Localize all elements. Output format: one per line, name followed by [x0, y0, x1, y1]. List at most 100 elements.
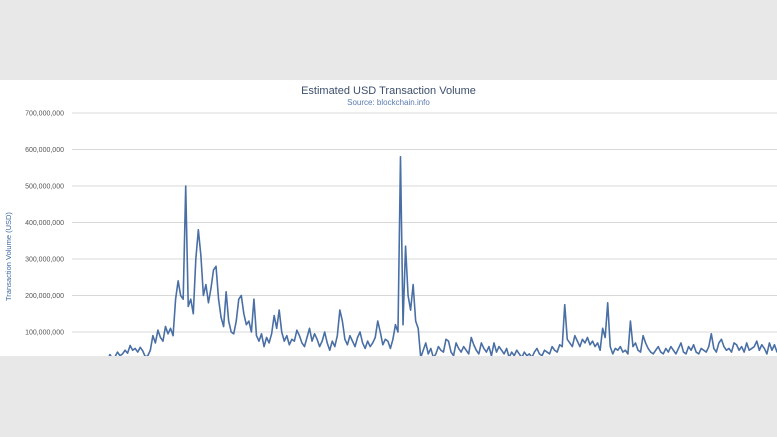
- data-point: [316, 338, 318, 340]
- data-point: [463, 346, 465, 348]
- data-point: [139, 346, 141, 348]
- data-point: [258, 340, 260, 342]
- data-point: [665, 347, 667, 350]
- data-point: [619, 346, 621, 348]
- data-point: [207, 302, 210, 304]
- data-point: [210, 287, 212, 289]
- data-point: [452, 355, 455, 356]
- data-point: [642, 335, 644, 337]
- data-point: [511, 351, 513, 353]
- data-point: [546, 351, 548, 353]
- data-point: [149, 349, 151, 351]
- data-point: [733, 342, 735, 344]
- data-point: [162, 340, 164, 342]
- data-point: [741, 346, 743, 348]
- data-point: [617, 349, 619, 351]
- data-point: [321, 340, 323, 342]
- data-point: [703, 349, 705, 351]
- data-point: [263, 346, 265, 348]
- data-point: [238, 298, 240, 300]
- data-point: [584, 342, 586, 344]
- data-point: [200, 254, 202, 256]
- data-point: [372, 342, 374, 344]
- data-point: [164, 325, 167, 328]
- data-point: [377, 320, 379, 322]
- data-point: [571, 346, 573, 348]
- data-point: [705, 351, 707, 353]
- data-point: [172, 335, 174, 337]
- data-point: [523, 351, 525, 353]
- data-point: [349, 335, 351, 337]
- data-point: [513, 355, 515, 356]
- data-point: [569, 342, 571, 344]
- data-point: [367, 340, 369, 342]
- data-point: [748, 349, 750, 351]
- data-point: [728, 347, 730, 350]
- data-point: [657, 346, 659, 348]
- data-point: [425, 342, 427, 344]
- data-point: [124, 349, 126, 351]
- data-point: [771, 349, 773, 351]
- data-point: [566, 338, 568, 340]
- data-point: [698, 353, 700, 355]
- data-point: [243, 313, 245, 315]
- data-point: [500, 349, 503, 351]
- data-point: [763, 347, 765, 350]
- data-point: [142, 350, 144, 352]
- data-point: [528, 353, 530, 355]
- data-points: [109, 156, 777, 356]
- data-point: [743, 351, 745, 353]
- data-point: [495, 351, 498, 353]
- data-point: [579, 346, 581, 348]
- y-tick-label: 500,000,000: [25, 184, 64, 191]
- data-point: [556, 351, 558, 353]
- data-point: [468, 353, 470, 355]
- data-point: [121, 353, 124, 355]
- y-tick-label: 300,000,000: [25, 257, 64, 264]
- data-point: [177, 280, 179, 282]
- data-point: [303, 346, 306, 348]
- data-point: [612, 353, 614, 355]
- data-point: [609, 346, 611, 348]
- data-point: [480, 342, 482, 344]
- chart-plot-area: 100,000,000 200,000,000 300,000,000 400,000…: [4, 111, 777, 356]
- data-point: [650, 351, 652, 353]
- data-point: [116, 351, 119, 353]
- data-point: [230, 331, 232, 333]
- data-point: [240, 294, 242, 297]
- data-point: [298, 335, 301, 337]
- data-point: [624, 349, 626, 351]
- data-point: [498, 346, 500, 348]
- data-point: [291, 338, 293, 340]
- data-point: [478, 353, 480, 355]
- data-point: [604, 336, 606, 339]
- data-point: [710, 333, 712, 335]
- data-point: [450, 351, 452, 353]
- data-point: [154, 342, 156, 344]
- data-point: [410, 309, 412, 311]
- data-point: [167, 333, 169, 335]
- data-point: [392, 338, 394, 340]
- data-point: [356, 336, 359, 339]
- data-point: [632, 346, 634, 348]
- data-point: [493, 342, 495, 344]
- data-point: [536, 347, 538, 350]
- data-point: [132, 349, 134, 351]
- data-point: [361, 342, 364, 344]
- data-point: [288, 344, 290, 346]
- data-point: [662, 353, 664, 355]
- data-point: [675, 353, 677, 355]
- data-point: [402, 324, 404, 326]
- data-point: [276, 327, 278, 329]
- data-point: [331, 340, 333, 342]
- data-point: [407, 294, 409, 297]
- data-point: [503, 353, 505, 355]
- data-point: [445, 338, 447, 340]
- data-point: [561, 346, 563, 348]
- data-point: [746, 342, 748, 344]
- data-point: [490, 355, 493, 356]
- data-point: [723, 346, 725, 348]
- data-point: [506, 347, 508, 350]
- data-point: [576, 340, 578, 342]
- transaction-volume-line: [108, 156, 777, 356]
